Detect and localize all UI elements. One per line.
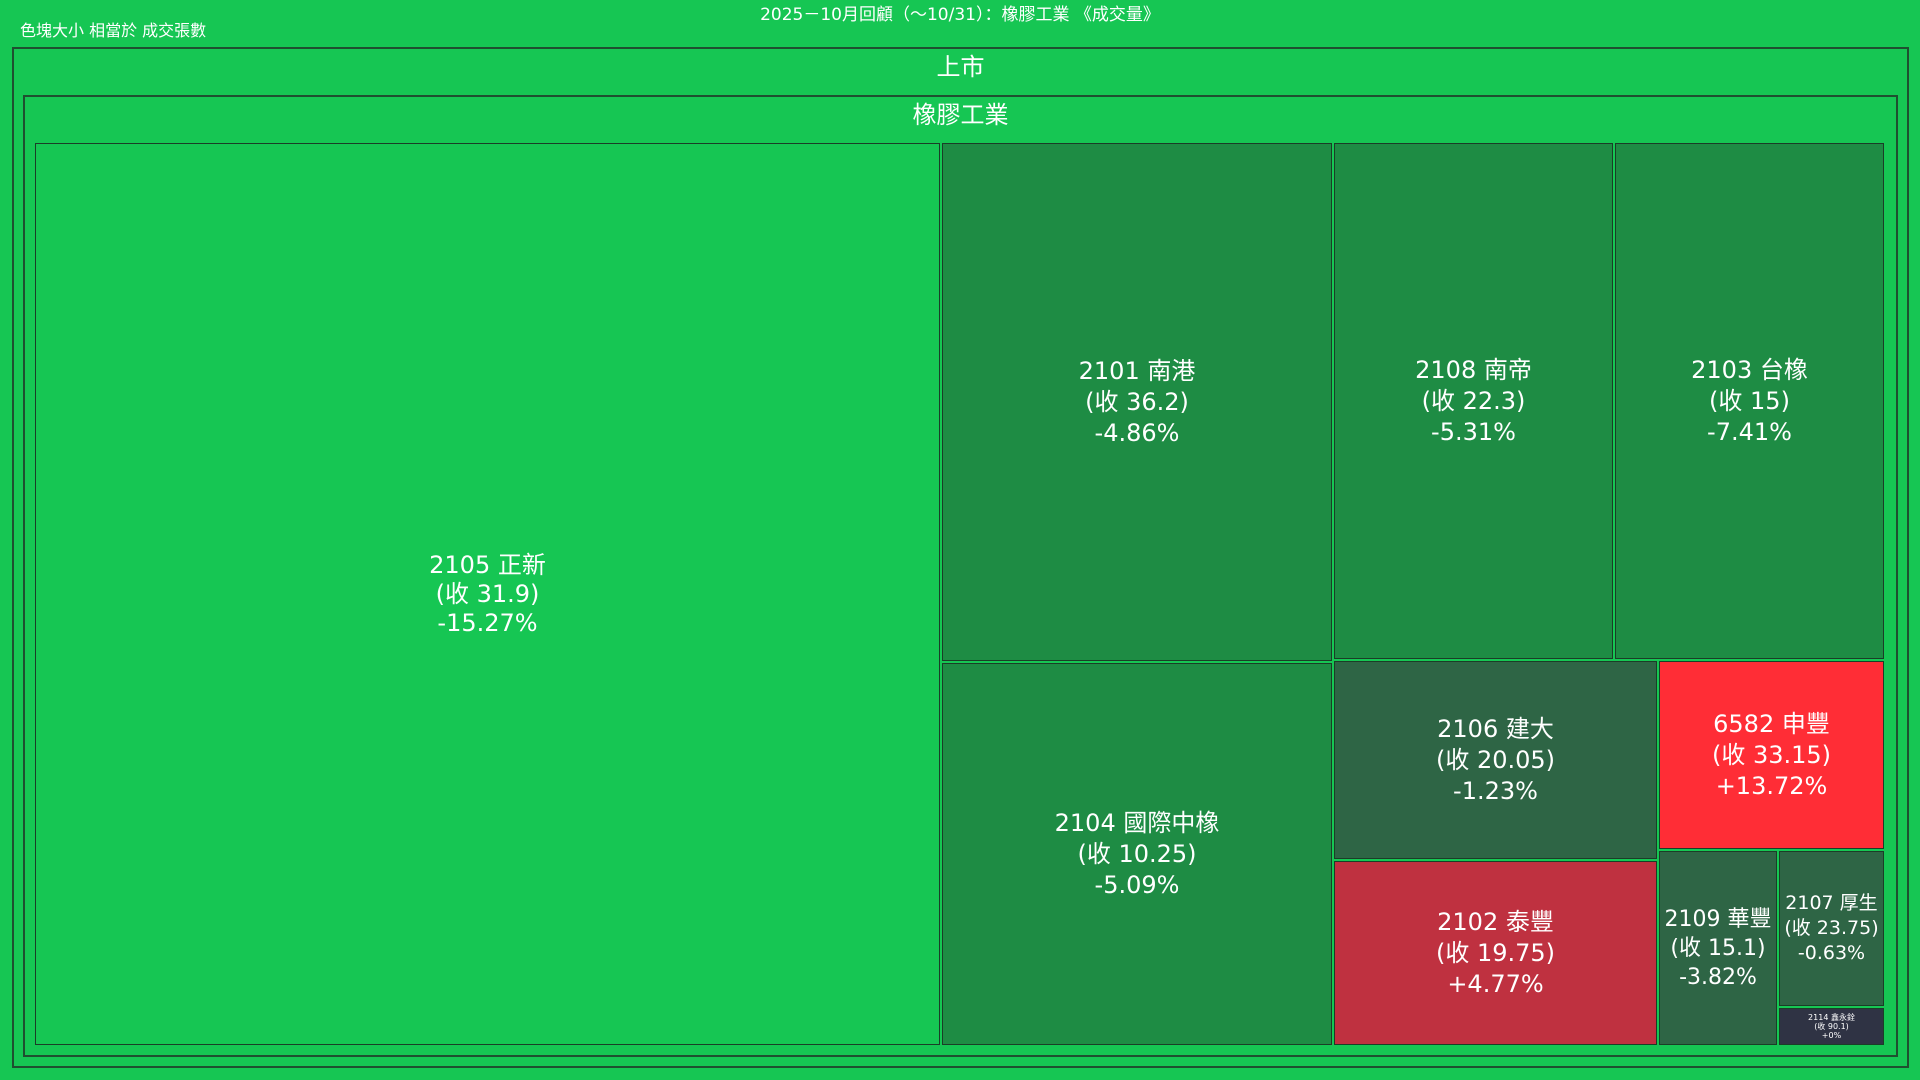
tile-change-percent: -1.23% (1453, 776, 1538, 805)
treemap-tile-2104[interactable]: 2104 國際中橡 (收 10.25) -5.09% (942, 663, 1332, 1045)
tile-change-percent: -15.27% (437, 608, 538, 637)
tile-label: 2108 南帝 (收 22.3) -5.31% (1415, 355, 1532, 448)
treemap-tile-2105[interactable]: 2105 正新 (收 31.9) -15.27% (35, 143, 940, 1045)
tile-change-percent: -7.41% (1707, 417, 1792, 446)
tile-close-price: (收 36.2) (1085, 387, 1189, 416)
tile-change-percent: -3.82% (1679, 964, 1757, 990)
tile-label: 2114 鑫永銓 (收 90.1) +0% (1808, 1013, 1855, 1040)
tile-close-price: (收 15) (1709, 386, 1790, 415)
tile-close-price: (收 33.15) (1711, 740, 1832, 769)
treemap-tile-2102[interactable]: 2102 泰豐 (收 19.75) +4.77% (1334, 861, 1657, 1045)
tile-close-price: (收 90.1) (1814, 1022, 1849, 1031)
tile-label: 2105 正新 (收 31.9) -15.27% (429, 551, 546, 638)
sector-label: 橡膠工業 (912, 101, 1009, 129)
tile-close-price: (收 19.75) (1435, 938, 1556, 967)
tile-label: 6582 申豐 (收 33.15) +13.72% (1712, 709, 1831, 802)
tile-label: 2104 國際中橡 (收 10.25) -5.09% (1055, 808, 1220, 901)
tile-change-percent: -5.09% (1094, 870, 1180, 899)
tile-close-price: (收 15.1) (1670, 935, 1766, 961)
treemap-tile-2109[interactable]: 2109 華豐 (收 15.1) -3.82% (1659, 851, 1777, 1045)
treemap-tile-2107[interactable]: 2107 厚生 (收 23.75) -0.63% (1779, 851, 1884, 1006)
tile-change-percent: +0% (1821, 1031, 1842, 1040)
tile-label: 2101 南港 (收 36.2) -4.86% (1079, 356, 1196, 449)
tile-stock-name: 2101 南港 (1078, 356, 1196, 385)
tile-label: 2107 厚生 (收 23.75) -0.63% (1784, 891, 1878, 966)
tile-stock-name: 6582 申豐 (1713, 709, 1830, 738)
tile-change-percent: -5.31% (1431, 417, 1516, 446)
tile-stock-name: 2103 台橡 (1691, 355, 1808, 384)
treemap-tile-2114[interactable]: 2114 鑫永銓 (收 90.1) +0% (1779, 1008, 1884, 1045)
tile-label: 2109 華豐 (收 15.1) -3.82% (1665, 905, 1772, 992)
sector-frame[interactable]: 橡膠工業 (23, 95, 1898, 1057)
tile-change-percent: +13.72% (1715, 771, 1828, 800)
tile-close-price: (收 20.05) (1435, 745, 1556, 774)
market-frame[interactable]: 上市 (12, 47, 1909, 1068)
tile-stock-name: 2105 正新 (429, 550, 546, 579)
size-legend-note: 色塊大小 相當於 成交張數 (20, 21, 207, 40)
tile-close-price: (收 23.75) (1784, 917, 1879, 939)
tile-change-percent: -0.63% (1797, 942, 1866, 964)
tile-label: 2106 建大 (收 20.05) -1.23% (1436, 714, 1555, 807)
tile-stock-name: 2106 建大 (1437, 714, 1554, 743)
tile-stock-name: 2109 華豐 (1664, 906, 1772, 932)
tile-stock-name: 2114 鑫永銓 (1808, 1013, 1855, 1022)
tile-label: 2103 台橡 (收 15) -7.41% (1691, 355, 1808, 448)
tile-close-price: (收 22.3) (1421, 386, 1526, 415)
tile-change-percent: -4.86% (1094, 418, 1180, 447)
tile-stock-name: 2102 泰豐 (1437, 907, 1554, 936)
treemap-tile-2103[interactable]: 2103 台橡 (收 15) -7.41% (1615, 143, 1884, 659)
treemap-tile-2106[interactable]: 2106 建大 (收 20.05) -1.23% (1334, 661, 1657, 859)
tile-stock-name: 2104 國際中橡 (1054, 808, 1220, 837)
tile-close-price: (收 10.25) (1077, 839, 1197, 868)
treemap-tile-6582[interactable]: 6582 申豐 (收 33.15) +13.72% (1659, 661, 1884, 849)
treemap-tile-2101[interactable]: 2101 南港 (收 36.2) -4.86% (942, 143, 1332, 661)
tile-close-price: (收 31.9) (435, 579, 540, 608)
chart-title: 2025－10月回顧（～10/31）：橡膠工業 《成交量》 (760, 5, 1160, 25)
tile-stock-name: 2108 南帝 (1415, 355, 1532, 384)
treemap-tile-2108[interactable]: 2108 南帝 (收 22.3) -5.31% (1334, 143, 1613, 659)
market-label: 上市 (936, 53, 985, 81)
tile-stock-name: 2107 厚生 (1785, 892, 1878, 914)
tile-label: 2102 泰豐 (收 19.75) +4.77% (1436, 907, 1555, 1000)
tile-change-percent: +4.77% (1447, 969, 1544, 998)
